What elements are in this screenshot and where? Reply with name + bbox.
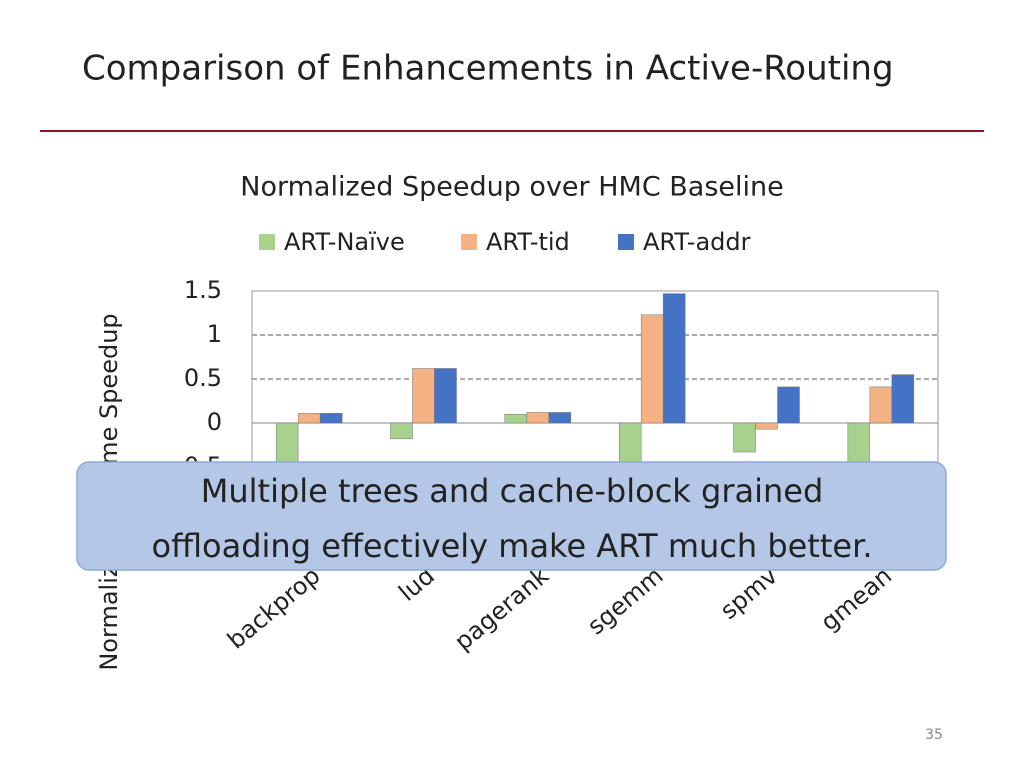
- bar: [777, 386, 800, 424]
- x-tick-label: gmean: [815, 562, 897, 637]
- bar: [504, 413, 528, 424]
- page-number: 35: [925, 727, 943, 743]
- bar: [869, 386, 893, 424]
- bar: [390, 422, 413, 440]
- legend-label: ART-tid: [486, 228, 570, 256]
- bar: [526, 412, 550, 424]
- y-tick-label: 0: [207, 408, 222, 436]
- x-tick-label: sgemm: [582, 562, 668, 641]
- callout-line: Multiple trees and cache-block grained: [201, 472, 824, 510]
- bar: [847, 422, 871, 468]
- bar: [755, 422, 778, 430]
- legend-label: ART-Naïve: [284, 228, 405, 256]
- callout: Multiple trees and cache-block grained o…: [76, 461, 947, 571]
- bar: [319, 413, 343, 424]
- y-tick-label: 0.5: [184, 364, 222, 392]
- plot: -1.5-1-0.500.511.5ART-NaïveART-tidART-ad…: [175, 228, 939, 656]
- bar: [733, 422, 756, 453]
- x-tick-label: pagerank: [449, 561, 554, 656]
- bar: [618, 422, 642, 468]
- bar: [297, 413, 321, 424]
- bar: [640, 314, 664, 424]
- chart-title: Normalized Speedup over HMC Baseline: [240, 172, 783, 203]
- bar: [891, 374, 915, 424]
- callout-box: [76, 461, 947, 571]
- bar: [548, 412, 572, 424]
- legend-swatch: [461, 234, 477, 250]
- y-tick-label: 1.5: [184, 276, 222, 304]
- x-tick-label: spmv: [715, 562, 783, 625]
- legend-swatch: [259, 234, 275, 250]
- bar: [434, 368, 457, 424]
- x-tick-label: backprop: [222, 562, 325, 655]
- bar: [412, 368, 435, 424]
- bar: [662, 293, 686, 424]
- y-tick-label: 1: [207, 320, 222, 348]
- legend-swatch: [618, 234, 634, 250]
- legend-label: ART-addr: [643, 228, 751, 256]
- slide-title: Comparison of Enhancements in Active-Rou…: [82, 49, 894, 89]
- callout-line: offloading effectively make ART much bet…: [152, 527, 873, 565]
